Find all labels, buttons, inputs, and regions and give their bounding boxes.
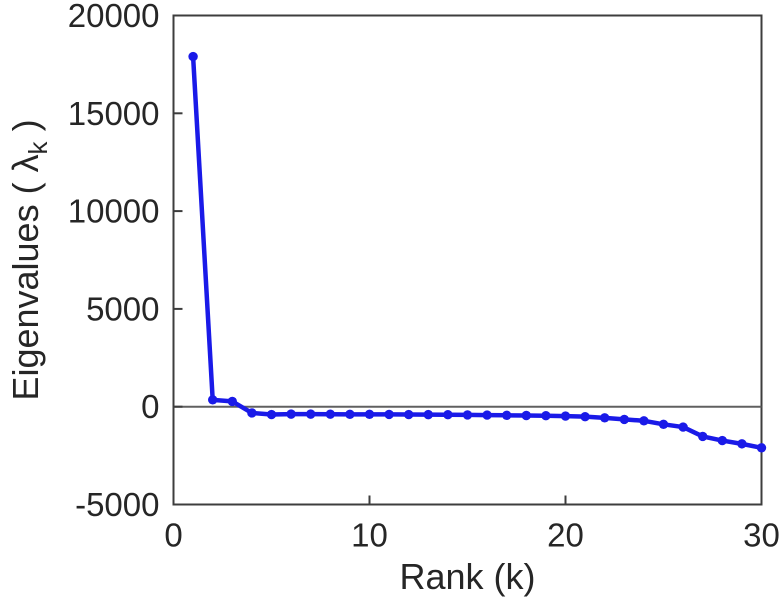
y-tick-label: 20000	[68, 0, 160, 34]
data-point-marker	[600, 413, 610, 423]
y-tick-label: 0	[141, 388, 159, 425]
y-axis-label: Eigenvalues ( λk )	[5, 119, 53, 400]
data-point-marker	[286, 409, 296, 419]
data-point-marker	[208, 395, 218, 405]
data-point-marker	[502, 410, 512, 421]
data-point-marker	[717, 435, 727, 446]
data-point-marker	[560, 411, 571, 421]
data-point-marker	[698, 431, 708, 442]
data-point-marker	[443, 410, 453, 420]
eigenvalue-line	[190, 54, 764, 451]
data-point-marker	[325, 409, 335, 419]
data-point-marker	[247, 408, 257, 418]
data-point-marker	[227, 396, 237, 407]
x-tick-label: 0	[164, 517, 182, 554]
x-tick-label: 30	[743, 517, 780, 554]
data-point-marker	[619, 414, 629, 425]
data-point-marker	[345, 409, 355, 420]
y-tick-label: -5000	[75, 486, 159, 523]
data-point-marker	[639, 416, 649, 426]
plot-border	[172, 14, 763, 506]
data-point-marker	[678, 422, 688, 432]
data-point-marker	[306, 409, 316, 419]
x-tick-label: 20	[547, 517, 584, 554]
data-point-marker	[364, 409, 375, 420]
data-point-marker	[266, 409, 277, 420]
y-tick-label: 5000	[86, 290, 159, 327]
data-point-marker	[404, 409, 414, 420]
data-point-marker	[756, 443, 767, 453]
data-point-marker	[521, 410, 531, 421]
data-point-marker	[384, 409, 394, 420]
data-point-marker	[580, 411, 590, 422]
data-point-marker	[188, 51, 198, 62]
data-point-marker	[482, 410, 492, 420]
y-tick-label: 15000	[68, 95, 160, 132]
y-tick-label: 10000	[68, 193, 160, 230]
data-point-marker	[541, 410, 551, 421]
data-point-marker	[737, 439, 747, 449]
data-point-marker	[658, 419, 669, 430]
data-point-marker	[423, 409, 433, 420]
data-point-marker	[462, 410, 473, 420]
x-axis-label: Rank (k)	[399, 556, 535, 597]
x-tick-label: 10	[351, 517, 388, 554]
